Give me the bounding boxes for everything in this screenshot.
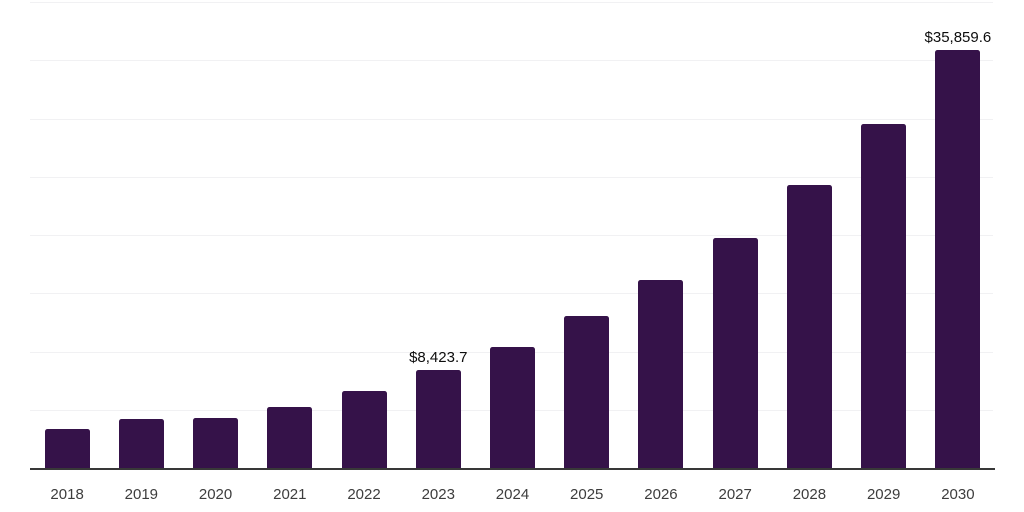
x-tick-label-2025: 2025 bbox=[570, 486, 604, 503]
bar-2023 bbox=[415, 369, 461, 468]
gridline bbox=[30, 118, 993, 120]
bar-2025 bbox=[564, 315, 610, 468]
gridline bbox=[30, 60, 993, 62]
bar-2024 bbox=[490, 346, 535, 468]
x-tick-label-2027: 2027 bbox=[718, 486, 752, 503]
x-tick-label-2020: 2020 bbox=[198, 486, 233, 503]
bar-2020 bbox=[193, 418, 239, 468]
bar-2018 bbox=[44, 428, 90, 468]
bar-2026 bbox=[638, 279, 684, 468]
gridline bbox=[30, 176, 993, 178]
bar-2028 bbox=[786, 185, 832, 468]
x-tick-label-2023: 2023 bbox=[421, 486, 455, 503]
x-tick-label-2022: 2022 bbox=[347, 486, 381, 503]
x-tick-label-2018: 2018 bbox=[50, 486, 84, 503]
gridline bbox=[30, 2, 993, 3]
x-tick-label-2024: 2024 bbox=[495, 486, 530, 503]
bar-2029 bbox=[861, 123, 907, 468]
x-tick-label-2030: 2030 bbox=[941, 486, 975, 503]
data-label-2030: $35,859.6 bbox=[924, 29, 992, 47]
x-tick-label-2021: 2021 bbox=[273, 486, 307, 503]
x-axis-line bbox=[30, 468, 995, 470]
x-tick-label-2028: 2028 bbox=[792, 486, 827, 503]
bar-2021 bbox=[267, 406, 313, 468]
x-tick-label-2029: 2029 bbox=[866, 486, 901, 503]
gridline bbox=[30, 293, 993, 295]
bar-2019 bbox=[118, 419, 164, 468]
x-tick-label-2019: 2019 bbox=[124, 486, 159, 503]
bar-2027 bbox=[712, 238, 758, 468]
bar-2030 bbox=[935, 50, 981, 468]
x-tick-label-2026: 2026 bbox=[644, 486, 678, 503]
bar-2022 bbox=[341, 390, 387, 468]
gridline bbox=[30, 235, 993, 236]
data-label-2023: $8,423.7 bbox=[409, 348, 468, 366]
